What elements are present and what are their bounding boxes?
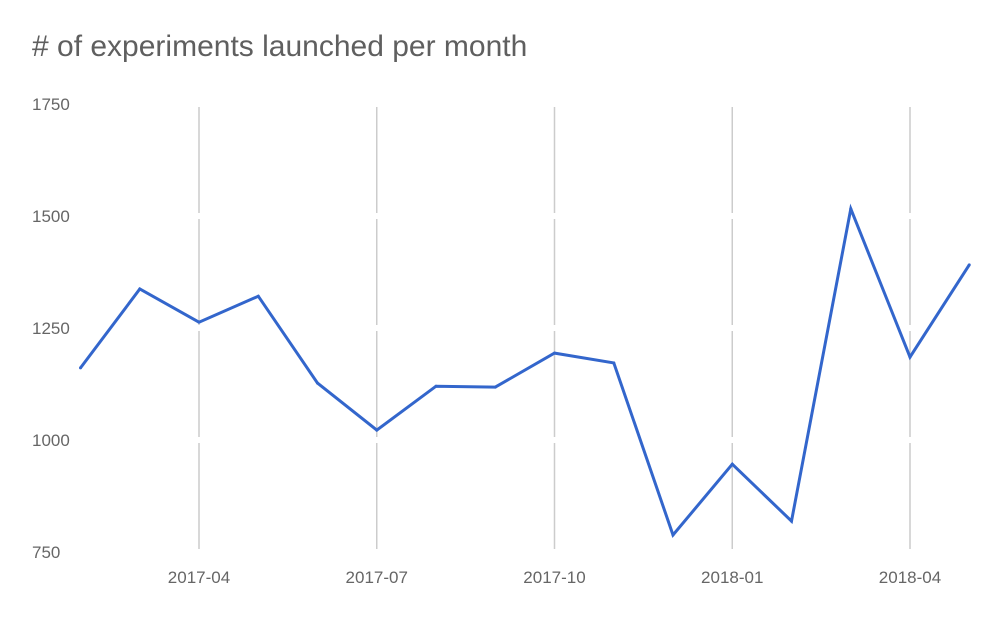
y-tick-label: 750	[32, 543, 60, 562]
y-grid-gap	[150, 325, 980, 331]
data-point	[908, 355, 912, 359]
y-grid-gap	[150, 101, 980, 107]
data-point	[849, 207, 853, 211]
y-grid-gap	[150, 213, 980, 219]
chart-title: # of experiments launched per month	[32, 30, 528, 63]
y-tick-label: 1250	[32, 319, 70, 338]
data-point	[434, 384, 438, 388]
x-tick-label: 2017-04	[168, 568, 230, 587]
y-grid-gap	[150, 437, 980, 443]
data-point	[375, 428, 379, 432]
data-point	[256, 294, 260, 298]
data-point	[790, 519, 793, 523]
y-tick-label: 1000	[32, 431, 70, 450]
y-tick-label: 1500	[32, 207, 70, 226]
data-point	[316, 381, 319, 385]
data-point	[197, 320, 201, 324]
data-point	[612, 361, 616, 365]
x-tick-label: 2018-04	[879, 568, 941, 587]
x-tick-label: 2018-01	[701, 568, 763, 587]
data-point	[671, 533, 675, 537]
y-tick-label: 1750	[32, 95, 70, 114]
data-series-line	[79, 203, 971, 538]
data-point	[79, 366, 82, 370]
data-point	[553, 351, 556, 355]
data-point	[493, 385, 497, 389]
y-grid-gap	[150, 549, 980, 555]
data-point	[967, 263, 971, 267]
x-tick-label: 2017-10	[523, 568, 585, 587]
x-tick-label: 2017-07	[346, 568, 408, 587]
data-point	[138, 287, 142, 291]
data-point	[730, 462, 734, 466]
